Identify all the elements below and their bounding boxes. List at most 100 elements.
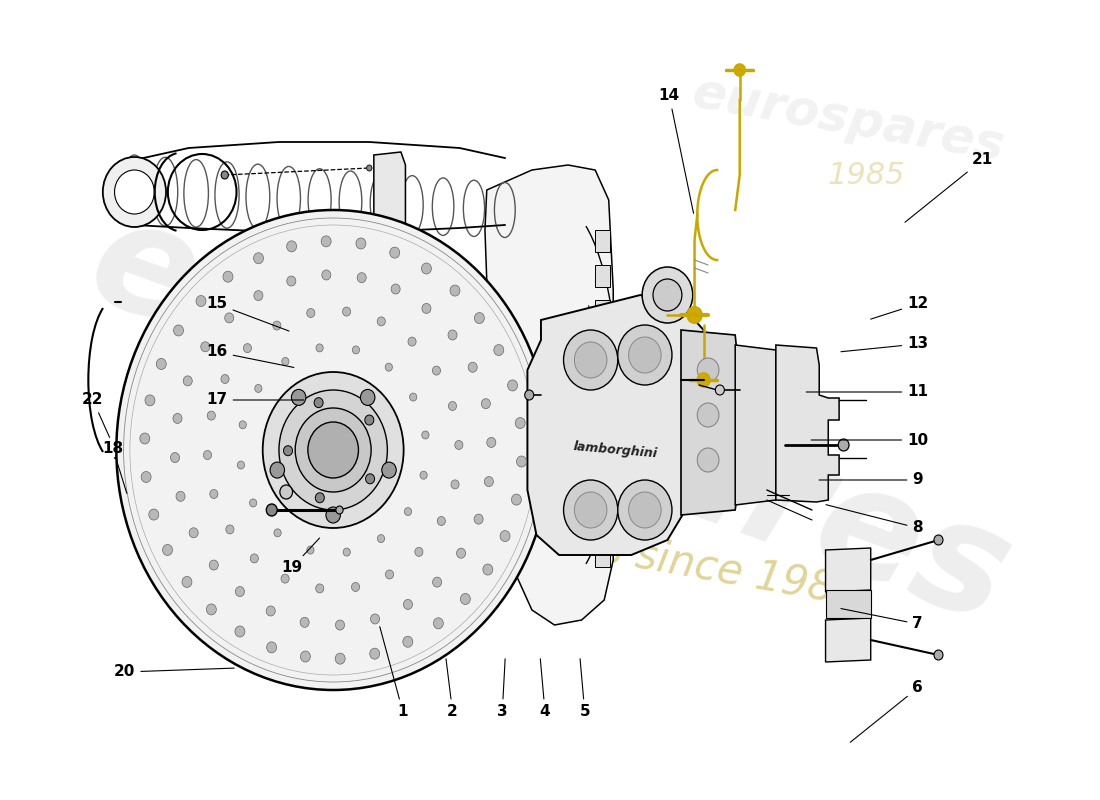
Circle shape (342, 307, 351, 316)
Circle shape (315, 398, 323, 408)
Circle shape (255, 385, 262, 393)
Polygon shape (735, 345, 776, 505)
Text: 22: 22 (82, 393, 110, 438)
Circle shape (295, 408, 371, 492)
Text: 1985: 1985 (827, 161, 905, 190)
Polygon shape (826, 590, 871, 618)
Circle shape (356, 238, 366, 249)
Text: eurospares: eurospares (689, 69, 1008, 171)
Circle shape (280, 574, 289, 583)
Circle shape (204, 450, 211, 459)
Circle shape (322, 270, 331, 280)
Circle shape (494, 345, 504, 355)
Circle shape (361, 390, 375, 406)
Text: 9: 9 (820, 473, 923, 487)
Text: lamborghini: lamborghini (573, 440, 658, 460)
Circle shape (456, 548, 465, 558)
Circle shape (307, 309, 315, 318)
Text: 13: 13 (842, 337, 928, 352)
Circle shape (274, 529, 282, 537)
Bar (595, 510, 609, 532)
Circle shape (292, 390, 306, 406)
Bar (595, 300, 609, 322)
Circle shape (697, 448, 719, 472)
Text: 15: 15 (207, 297, 289, 331)
Polygon shape (681, 330, 739, 515)
Text: 4: 4 (540, 658, 550, 719)
Circle shape (500, 530, 510, 542)
Circle shape (449, 402, 456, 410)
Text: 10: 10 (811, 433, 928, 447)
Circle shape (525, 390, 533, 400)
Circle shape (189, 528, 198, 538)
Polygon shape (485, 165, 613, 625)
Circle shape (321, 236, 331, 247)
Text: 19: 19 (282, 538, 319, 575)
Circle shape (343, 548, 351, 556)
Circle shape (238, 461, 244, 469)
Text: 11: 11 (806, 385, 928, 399)
Text: 14: 14 (659, 89, 693, 214)
Circle shape (284, 446, 293, 456)
Circle shape (421, 431, 429, 439)
Text: 12: 12 (871, 297, 928, 319)
Circle shape (365, 415, 374, 425)
Circle shape (352, 582, 360, 591)
Circle shape (482, 398, 491, 409)
Circle shape (221, 374, 229, 383)
Polygon shape (527, 295, 704, 555)
Text: 3: 3 (497, 658, 507, 719)
Circle shape (163, 545, 173, 555)
Circle shape (170, 453, 179, 462)
Circle shape (370, 648, 379, 659)
Circle shape (421, 263, 431, 274)
Circle shape (308, 422, 359, 478)
Text: 18: 18 (102, 441, 126, 494)
Circle shape (184, 376, 192, 386)
Circle shape (273, 321, 280, 330)
Circle shape (254, 290, 263, 301)
Text: eurospares: eurospares (70, 185, 1030, 655)
Circle shape (403, 636, 412, 647)
Circle shape (628, 492, 661, 528)
Circle shape (336, 620, 344, 630)
Circle shape (389, 247, 399, 258)
Circle shape (182, 577, 191, 587)
Circle shape (148, 509, 158, 520)
Circle shape (316, 493, 324, 502)
Circle shape (141, 471, 151, 482)
Circle shape (512, 494, 521, 505)
Circle shape (156, 358, 166, 370)
Circle shape (715, 385, 725, 395)
Circle shape (450, 285, 460, 296)
Circle shape (235, 586, 244, 597)
Circle shape (266, 504, 277, 516)
Circle shape (207, 604, 217, 615)
Circle shape (316, 584, 323, 593)
Circle shape (271, 462, 285, 478)
Text: 17: 17 (207, 393, 304, 407)
Circle shape (336, 506, 343, 514)
Circle shape (484, 477, 494, 486)
Circle shape (433, 618, 443, 629)
Circle shape (263, 372, 404, 528)
Circle shape (409, 393, 417, 401)
Circle shape (223, 271, 233, 282)
Circle shape (934, 535, 943, 545)
Bar (595, 440, 609, 462)
Circle shape (266, 606, 275, 616)
Circle shape (574, 342, 607, 378)
Circle shape (385, 570, 394, 579)
Circle shape (221, 171, 229, 179)
Circle shape (358, 273, 366, 282)
Circle shape (618, 325, 672, 385)
Circle shape (483, 564, 493, 575)
Circle shape (250, 499, 256, 507)
Circle shape (385, 363, 393, 371)
Text: 20: 20 (114, 665, 234, 679)
Circle shape (287, 241, 297, 252)
Circle shape (196, 295, 206, 306)
Circle shape (114, 170, 154, 214)
Circle shape (336, 653, 345, 664)
Circle shape (174, 325, 184, 336)
